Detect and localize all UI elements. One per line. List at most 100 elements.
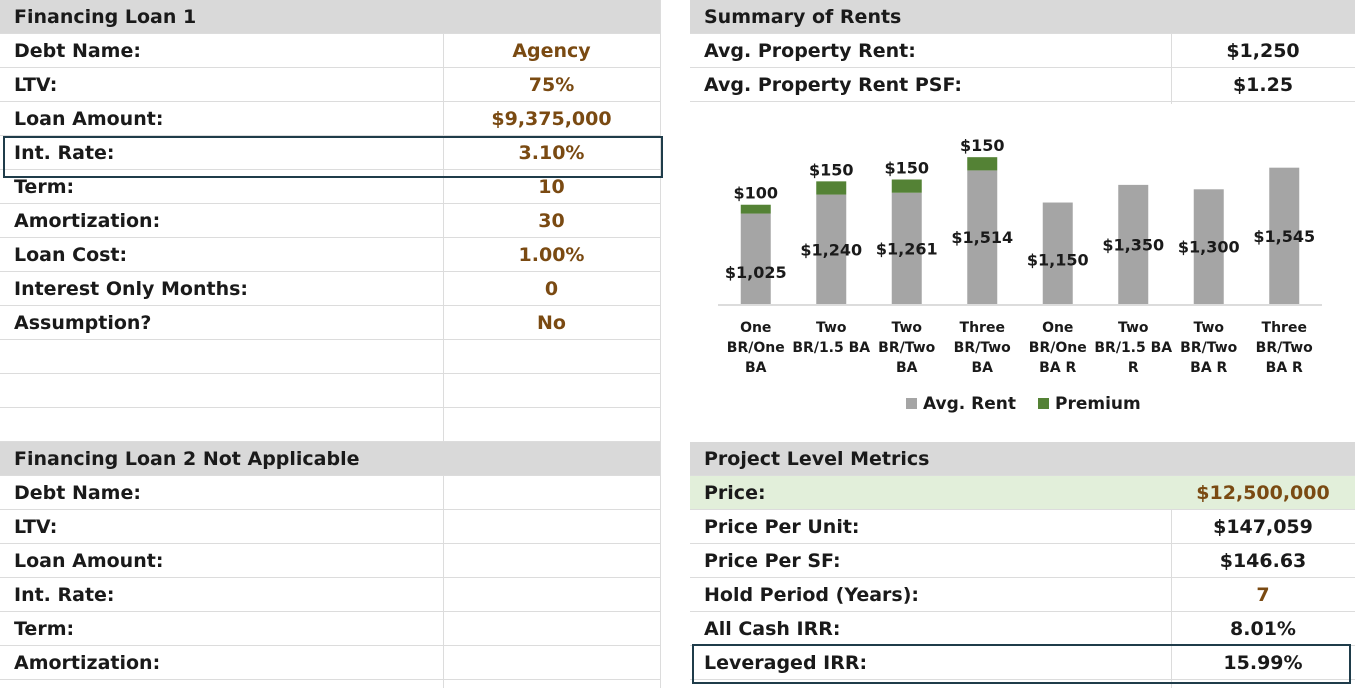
loan2-row-label[interactable]: Amortization:	[14, 652, 161, 674]
metrics-row-label[interactable]: All Cash IRR:	[704, 618, 841, 640]
rents-row-value[interactable]: $1.25	[1232, 74, 1294, 96]
legend-swatch	[906, 398, 917, 409]
loan1-row-label[interactable]: Interest Only Months:	[14, 278, 249, 300]
category-tick-label: BR/One	[727, 340, 785, 356]
loan1-row-value[interactable]: $9,375,000	[491, 108, 612, 130]
loan1-row-value[interactable]: 30	[538, 210, 565, 232]
metrics-row-value[interactable]: $146.63	[1219, 550, 1307, 572]
metrics-row-value[interactable]: $12,500,000	[1196, 482, 1330, 504]
loan1-row-label[interactable]: Debt Name:	[14, 40, 141, 62]
category-tick-label: Two	[816, 320, 847, 336]
metrics-row-label[interactable]: Price Per SF:	[704, 550, 841, 572]
rents-row: Avg. Property Rent: $1,250	[690, 34, 1355, 68]
premium-data-label: $150	[960, 136, 1005, 155]
loan2-row-label[interactable]: LTV:	[14, 516, 58, 538]
empty-row[interactable]	[0, 340, 660, 374]
bar-avg-rent[interactable]	[816, 194, 847, 304]
premium-data-label: $150	[884, 159, 929, 178]
metrics-row-label[interactable]: Leveraged IRR:	[704, 652, 868, 674]
loan2-row-label[interactable]: Term:	[14, 618, 75, 640]
loan2-row: LTV:	[0, 510, 660, 544]
loan1-row: Int. Rate: 3.10%	[0, 136, 660, 170]
loan1-title: Financing Loan 1	[14, 6, 197, 28]
metrics-header-row: Project Level Metrics	[690, 442, 1355, 476]
loan1-row: Debt Name: Agency	[0, 34, 660, 68]
int-rate-selection-outline	[3, 136, 663, 178]
bar-avg-rent[interactable]	[1193, 189, 1224, 304]
rents-header-row: Summary of Rents	[690, 0, 1355, 34]
rents-row-label[interactable]: Avg. Property Rent PSF:	[704, 74, 963, 96]
category-tick-label: Three	[1262, 320, 1307, 336]
avg-rent-data-label: $1,240	[800, 240, 862, 259]
bar-avg-rent[interactable]	[1269, 167, 1300, 304]
column-divider	[660, 0, 661, 688]
loan2-row-value[interactable]	[443, 544, 660, 578]
category-tick-label: BA	[971, 360, 993, 376]
bar-avg-rent[interactable]	[967, 170, 998, 304]
category-tick-label: Two	[891, 320, 922, 336]
bar-avg-rent[interactable]	[740, 213, 771, 304]
bar-premium[interactable]	[816, 181, 847, 195]
category-tick-label: BR/Two	[954, 340, 1012, 356]
category-tick-label: BR/1.5 BA	[792, 340, 870, 356]
loan1-row-label[interactable]: Assumption?	[14, 312, 152, 334]
bar-premium[interactable]	[891, 179, 922, 193]
loan1-row-value[interactable]: Agency	[512, 40, 591, 62]
rents-row-value[interactable]: $1,250	[1226, 40, 1300, 62]
rent-chart[interactable]: $1,025 $100 One BR/One BA $1,240 $150 Two BR/1.5…	[690, 104, 1355, 439]
loan1-row-value[interactable]: 75%	[528, 74, 575, 96]
column-divider	[1171, 0, 1172, 104]
loan1-row-label[interactable]: Loan Cost:	[14, 244, 128, 266]
bar-premium[interactable]	[740, 204, 771, 214]
loan2-row: Amortization:	[0, 646, 660, 680]
metrics-row-label[interactable]: Hold Period (Years):	[704, 584, 920, 606]
loan1-row: Assumption? No	[0, 306, 660, 340]
loan1-row-value[interactable]: 0	[544, 278, 559, 300]
loan2-row-value[interactable]	[443, 612, 660, 646]
category-tick-label: One	[740, 320, 771, 336]
loan2-row-label[interactable]: Debt Name:	[14, 482, 141, 504]
loan1-row-label[interactable]: Term:	[14, 176, 75, 198]
loan1-row-value[interactable]: 10	[538, 176, 565, 198]
metrics-row-label[interactable]: Price Per Unit:	[704, 516, 860, 538]
loan2-row: Term:	[0, 612, 660, 646]
rents-row-label[interactable]: Avg. Property Rent:	[704, 40, 916, 62]
loan1-row-value[interactable]: 3.10%	[518, 142, 585, 164]
column-divider	[1171, 476, 1172, 688]
column-divider	[443, 0, 444, 688]
empty-row[interactable]	[0, 374, 660, 408]
rents-row: Avg. Property Rent PSF: $1.25	[690, 68, 1355, 102]
loan2-row-value[interactable]	[443, 476, 660, 510]
loan1-row-label[interactable]: Amortization:	[14, 210, 161, 232]
loan2-row-label[interactable]: Int. Rate:	[14, 584, 115, 606]
category-tick-label: BR/Two	[878, 340, 936, 356]
loan1-row-label[interactable]: Int. Rate:	[14, 142, 115, 164]
bar-avg-rent[interactable]	[1042, 202, 1073, 304]
bar-avg-rent[interactable]	[891, 192, 922, 304]
loan1-header-row: Financing Loan 1	[0, 0, 660, 34]
loan1-row-label[interactable]: LTV:	[14, 74, 58, 96]
loan1-row-value[interactable]: 1.00%	[518, 244, 585, 266]
loan2-row-label[interactable]: Loan Amount:	[14, 550, 164, 572]
category-tick-label: BA R	[1039, 360, 1076, 376]
metrics-row-value[interactable]: 15.99%	[1223, 652, 1303, 674]
loan1-row-value[interactable]: No	[537, 312, 566, 334]
loan1-row-label[interactable]: Loan Amount:	[14, 108, 164, 130]
metrics-row-value[interactable]: 8.01%	[1230, 618, 1296, 640]
metrics-row-value[interactable]: $147,059	[1213, 516, 1313, 538]
bar-premium[interactable]	[967, 157, 998, 171]
empty-row[interactable]	[0, 408, 660, 442]
loan1-row: Loan Cost: 1.00%	[0, 238, 660, 272]
loan2-row: Loan Amount:	[0, 544, 660, 578]
metrics-row: Hold Period (Years): 7	[690, 578, 1355, 612]
loan2-row-value[interactable]	[443, 578, 660, 612]
metrics-row-value[interactable]: 7	[1256, 584, 1270, 606]
bar-avg-rent[interactable]	[1118, 184, 1149, 304]
loan2-row-value[interactable]	[443, 646, 660, 680]
loan1-row: Amortization: 30	[0, 204, 660, 238]
leveraged-irr-selection-outline	[692, 644, 1351, 684]
loan2-row-value[interactable]	[443, 510, 660, 544]
metrics-row-label[interactable]: Price:	[704, 482, 766, 504]
avg-rent-data-label: $1,300	[1178, 238, 1240, 257]
